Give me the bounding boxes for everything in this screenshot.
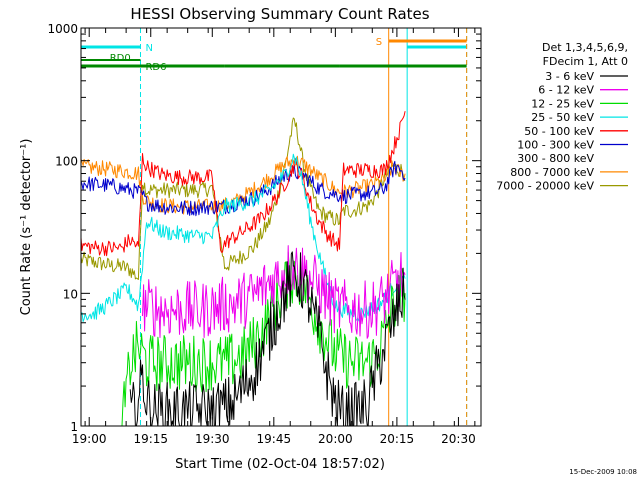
series-line-5	[80, 111, 406, 257]
legend: Det 1,3,4,5,6,9, FDecim 1, Att 0 3 - 6 k…	[496, 41, 628, 193]
legend-label-5: 50 - 100 keV	[524, 125, 594, 138]
y-tick-label: 100	[55, 155, 78, 169]
y-tick-label: 10	[63, 287, 78, 301]
y-axis-label: Count Rate (s⁻¹ detector⁻¹)	[19, 139, 34, 316]
series-line-9	[80, 117, 406, 280]
legend-label-8: 800 - 7000 keV	[510, 166, 594, 179]
x-axis-label: Start Time (02-Oct-04 18:57:02)	[175, 457, 385, 472]
chart-title: HESSI Observing Summary Count Rates	[130, 5, 429, 23]
series-layer	[80, 111, 406, 427]
x-tick-label: 20:00	[318, 432, 353, 446]
x-tick-label: 19:15	[133, 432, 168, 446]
legend-label-2: 6 - 12 keV	[538, 84, 594, 97]
x-tick-label: 19:30	[195, 432, 230, 446]
legend-label-7: 300 - 800 keV	[517, 152, 594, 165]
legend-label-1: 3 - 6 keV	[545, 70, 594, 83]
axis-ticks: 1 10 100 1000 19:00 19:15 19:30 19:45 20:00 20:15…	[47, 22, 481, 446]
rd6-label: RD6	[145, 62, 166, 73]
series-line-1	[129, 251, 406, 427]
series-line-3	[121, 251, 406, 427]
night-label: N	[145, 43, 152, 54]
legend-header-line-2: FDecim 1, Att 0	[543, 55, 628, 68]
x-tick-label: 19:45	[257, 432, 292, 446]
saa-label: S	[376, 37, 382, 48]
plot-frame	[80, 27, 482, 427]
legend-label-3: 12 - 25 keV	[531, 97, 594, 110]
legend-label-9: 7000 - 20000 keV	[496, 180, 594, 193]
legend-label-4: 25 - 50 keV	[531, 111, 594, 124]
x-tick-label: 20:30	[441, 432, 476, 446]
rd0-label: RD0	[110, 53, 131, 64]
interval-bars: N S RD0 RD6	[81, 28, 468, 426]
timestamp: 15-Dec-2009 10:08	[569, 468, 637, 476]
legend-label-6: 100 - 300 keV	[517, 139, 594, 152]
y-tick-label: 1	[70, 420, 78, 434]
x-tick-label: 20:15	[380, 432, 415, 446]
x-tick-label: 19:00	[72, 432, 107, 446]
series-line-6	[80, 160, 406, 217]
legend-header-line-1: Det 1,3,4,5,6,9,	[542, 41, 628, 54]
series-line-4	[80, 153, 406, 323]
y-tick-label: 1000	[47, 22, 78, 36]
